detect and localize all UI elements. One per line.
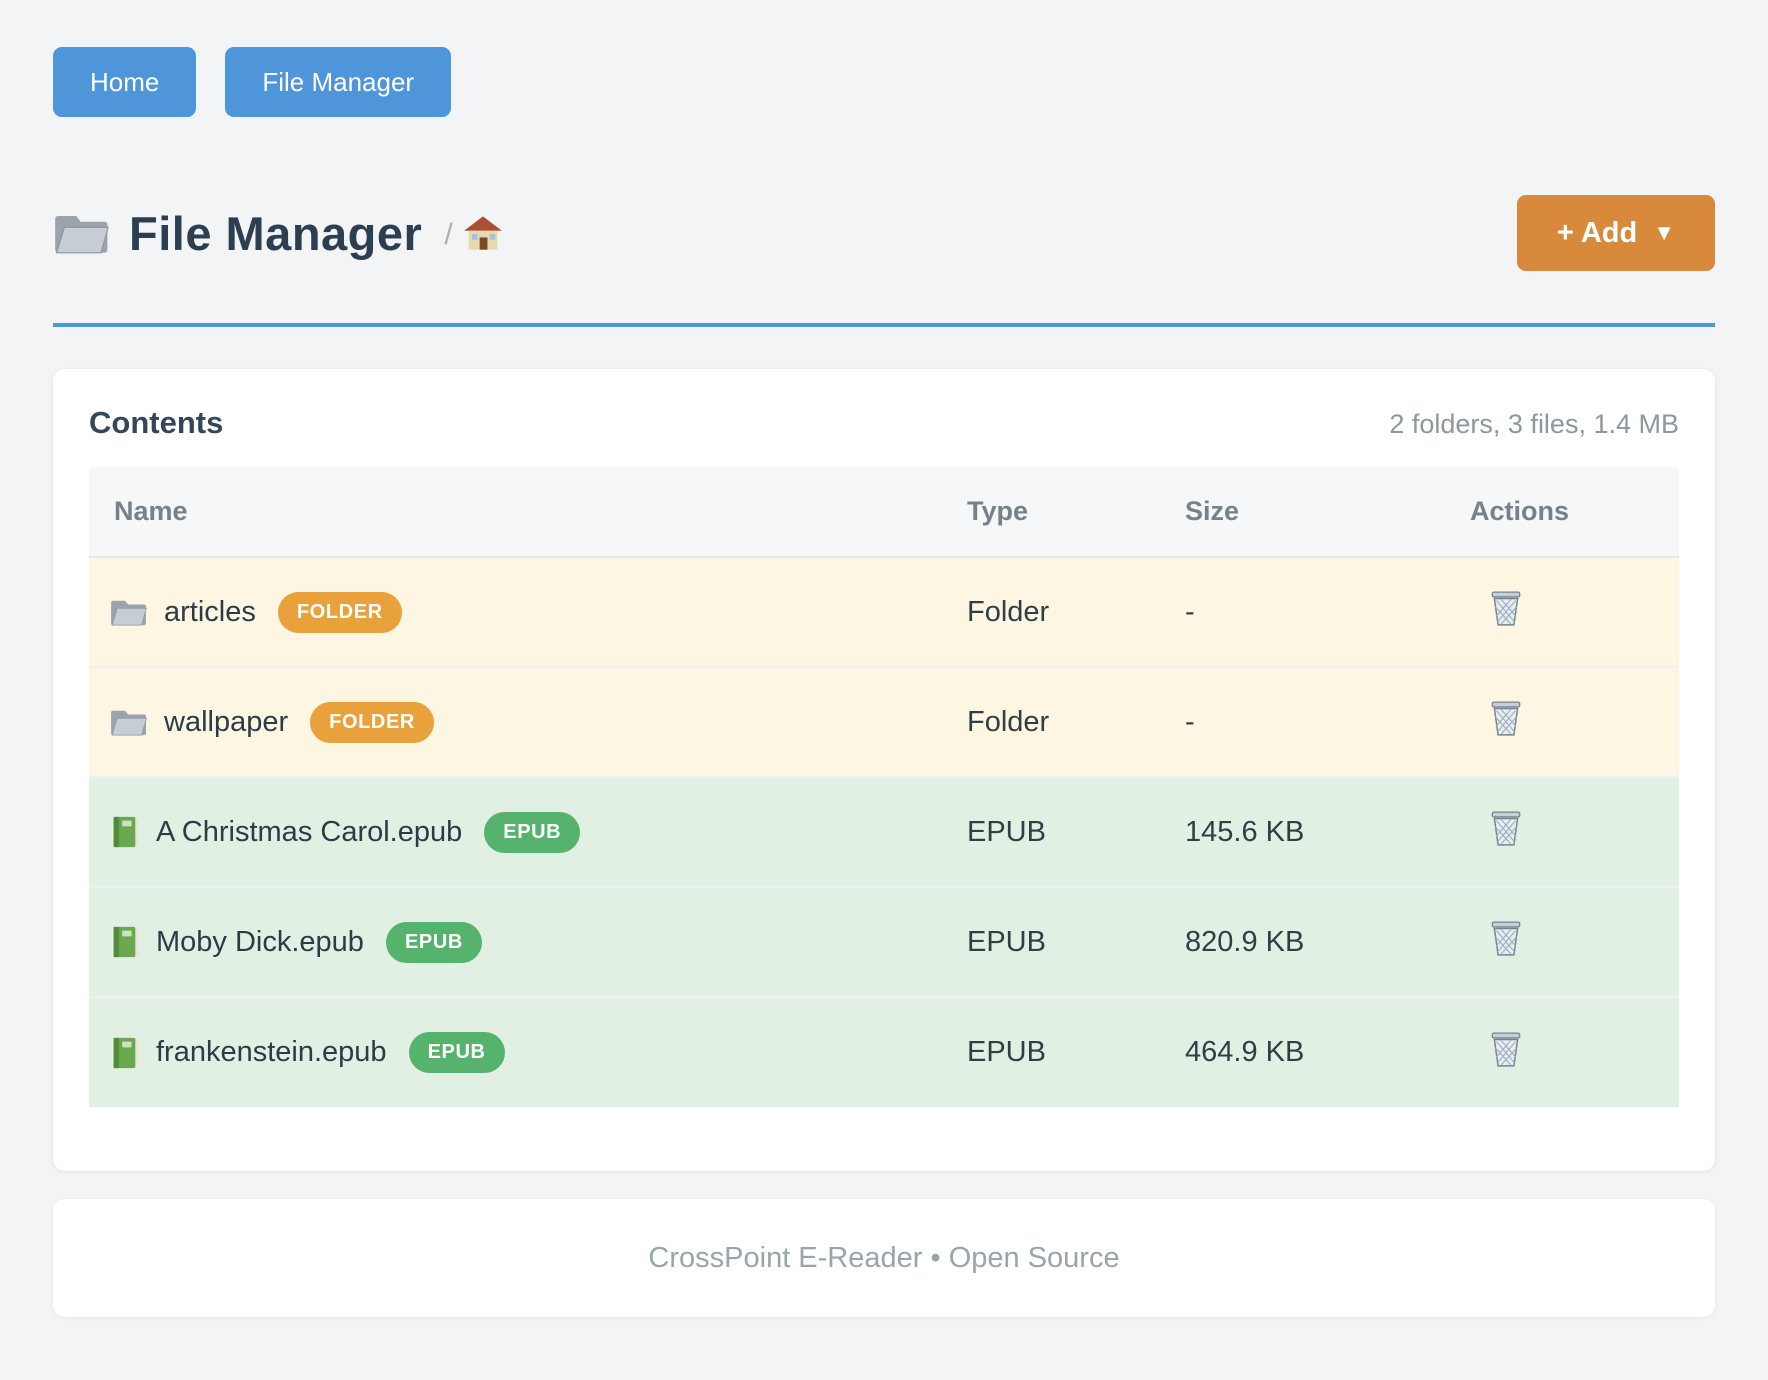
type-badge: FOLDER <box>277 591 402 633</box>
contents-summary: 2 folders, 3 files, 1.4 MB <box>1389 409 1679 439</box>
folder-icon <box>110 710 147 736</box>
footer-text: CrossPoint E-Reader • Open Source <box>648 1241 1120 1274</box>
delete-button[interactable] <box>1488 809 1524 847</box>
delete-button[interactable] <box>1488 1030 1524 1068</box>
book-icon <box>113 816 139 848</box>
nav-file-manager-button[interactable]: File Manager <box>225 47 452 117</box>
column-header-actions: Actions <box>1470 467 1679 557</box>
table-row[interactable]: Moby Dick.epub EPUB EPUB 820.9 KB <box>89 887 1679 997</box>
file-name[interactable]: frankenstein.epub <box>156 1036 387 1068</box>
trash-icon <box>1491 811 1521 846</box>
header-divider <box>53 323 1715 327</box>
column-header-size: Size <box>1185 467 1470 557</box>
type-cell: Folder <box>967 595 1050 628</box>
book-icon <box>113 1037 139 1068</box>
files-table: Name Type Size Actions articles FOLDER F… <box>89 467 1679 1107</box>
type-badge: FOLDER <box>310 701 434 743</box>
file-name[interactable]: A Christmas Carol.epub <box>156 815 463 848</box>
trash-icon <box>1491 701 1521 736</box>
table-row[interactable]: frankenstein.epub EPUB EPUB 464.9 KB <box>89 997 1679 1107</box>
add-button-label: + Add <box>1556 216 1638 249</box>
table-body: articles FOLDER Folder - wallpaper FOLDE… <box>89 557 1679 1107</box>
type-cell: Folder <box>967 705 1050 738</box>
type-badge: EPUB <box>484 811 581 853</box>
delete-button[interactable] <box>1488 919 1524 957</box>
type-cell: EPUB <box>967 925 1046 958</box>
add-button[interactable]: + Add ▼ <box>1516 195 1715 271</box>
type-badge: EPUB <box>408 1032 505 1073</box>
size-cell: - <box>1185 705 1195 738</box>
size-cell: - <box>1185 595 1195 628</box>
size-cell: 820.9 KB <box>1185 925 1305 958</box>
type-cell: EPUB <box>967 1036 1046 1068</box>
home-icon[interactable] <box>463 214 503 252</box>
book-icon <box>113 926 139 958</box>
folder-icon <box>54 215 109 254</box>
footer-card: CrossPoint E-Reader • Open Source <box>53 1199 1715 1317</box>
folder-icon <box>110 600 147 626</box>
file-name[interactable]: Moby Dick.epub <box>156 925 364 958</box>
file-name[interactable]: wallpaper <box>164 705 289 738</box>
contents-card: Contents 2 folders, 3 files, 1.4 MB Name… <box>53 369 1715 1171</box>
table-row[interactable]: articles FOLDER Folder - <box>89 557 1679 667</box>
breadcrumb-separator: / <box>444 218 453 251</box>
trash-icon <box>1491 921 1521 956</box>
chevron-down-icon: ▼ <box>1653 220 1675 245</box>
file-name[interactable]: articles <box>164 595 256 628</box>
delete-button[interactable] <box>1488 699 1524 737</box>
breadcrumb: / <box>444 214 502 252</box>
column-header-name: Name <box>89 467 967 557</box>
type-cell: EPUB <box>967 815 1046 848</box>
page-title: File Manager <box>129 206 423 260</box>
table-header-row: Name Type Size Actions <box>89 467 1679 557</box>
delete-button[interactable] <box>1488 589 1524 627</box>
contents-title: Contents <box>89 405 224 440</box>
page-header: File Manager / + Add ▼ <box>53 195 1715 271</box>
top-nav: Home File Manager <box>53 0 1715 117</box>
nav-home-button[interactable]: Home <box>53 47 197 117</box>
trash-icon <box>1491 591 1521 626</box>
trash-icon <box>1491 1031 1521 1067</box>
size-cell: 464.9 KB <box>1185 1036 1305 1068</box>
column-header-type: Type <box>967 467 1185 557</box>
table-row[interactable]: wallpaper FOLDER Folder - <box>89 667 1679 777</box>
type-badge: EPUB <box>385 921 482 963</box>
size-cell: 145.6 KB <box>1185 815 1305 848</box>
table-row[interactable]: A Christmas Carol.epub EPUB EPUB 145.6 K… <box>89 777 1679 887</box>
